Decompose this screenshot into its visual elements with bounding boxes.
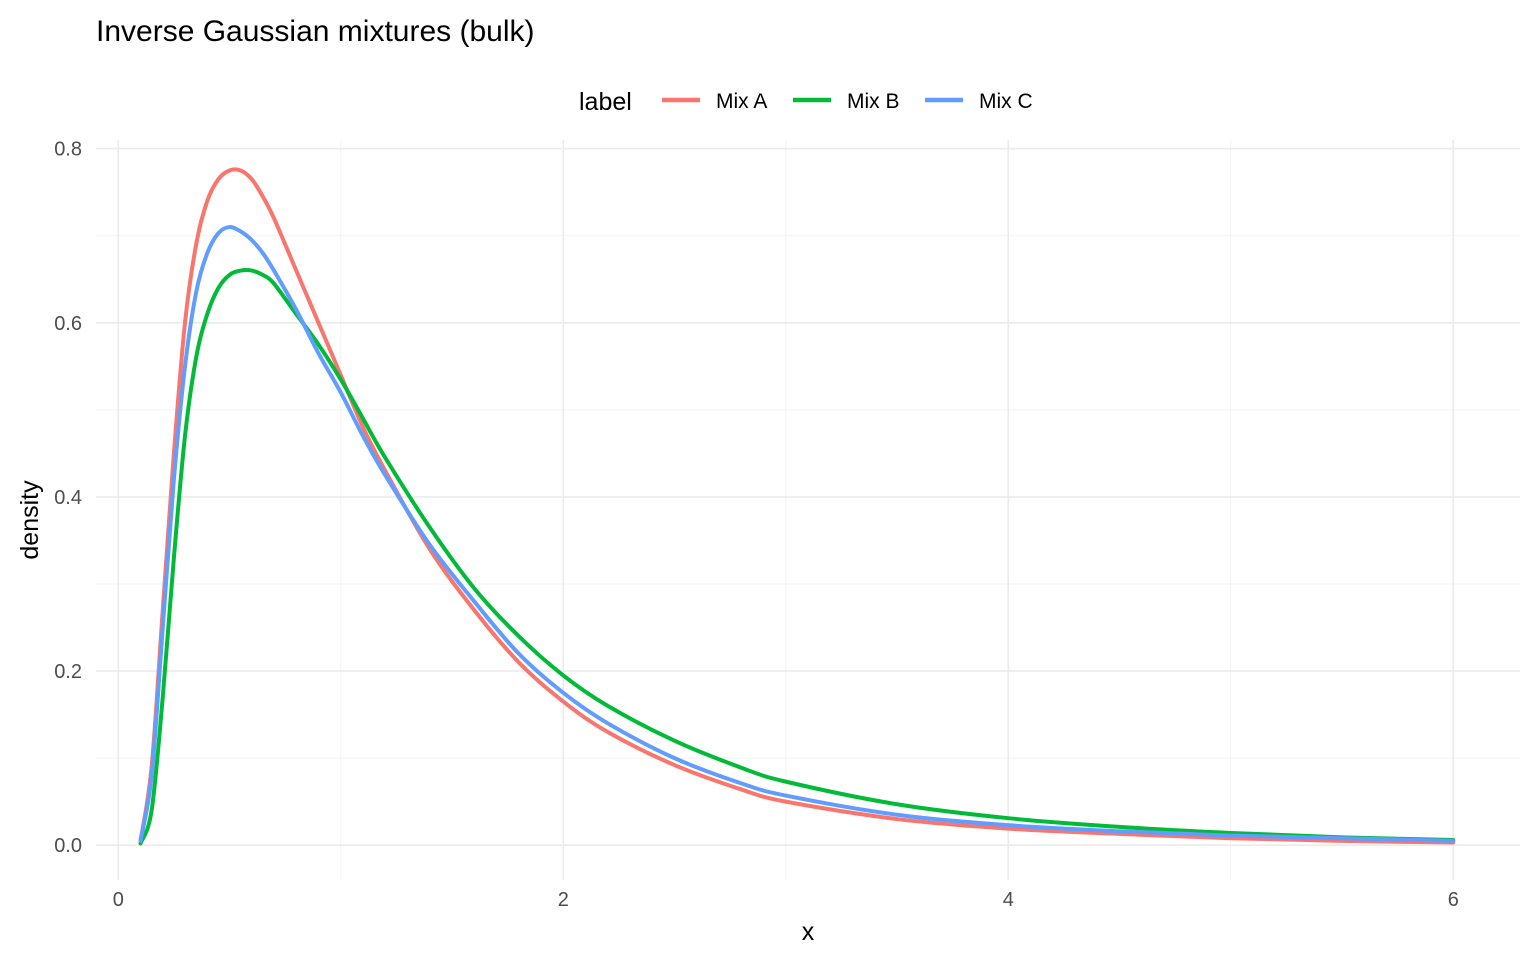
legend: label Mix A Mix B Mix C xyxy=(579,88,1033,116)
legend-label: Mix A xyxy=(716,90,767,113)
y-tick-label: 0.6 xyxy=(54,313,82,335)
legend-label: Mix B xyxy=(847,90,900,113)
y-axis-title: density xyxy=(16,480,44,560)
series-layer xyxy=(138,167,1456,846)
x-axis-title: x xyxy=(802,918,815,946)
grid-minor xyxy=(96,140,1520,880)
x-tick-label: 6 xyxy=(1448,889,1459,911)
x-axis-ticks: 0 2 4 6 xyxy=(113,889,1459,911)
legend-title: label xyxy=(579,88,632,116)
series-line-mix-a xyxy=(138,167,1456,845)
y-tick-label: 0.0 xyxy=(54,835,82,857)
grid-major xyxy=(96,140,1520,880)
legend-label: Mix C xyxy=(979,90,1033,113)
x-tick-label: 0 xyxy=(113,889,124,911)
y-tick-label: 0.4 xyxy=(54,487,82,509)
chart-title: Inverse Gaussian mixtures (bulk) xyxy=(96,15,535,48)
series-line-mix-c xyxy=(138,225,1456,843)
y-tick-label: 0.8 xyxy=(54,139,82,161)
series-line-mix-b xyxy=(138,268,1456,846)
y-tick-label: 0.2 xyxy=(54,661,82,683)
x-tick-label: 2 xyxy=(558,889,569,911)
y-axis-ticks: 0.0 0.2 0.4 0.6 0.8 xyxy=(54,139,82,857)
x-tick-label: 4 xyxy=(1003,889,1014,911)
